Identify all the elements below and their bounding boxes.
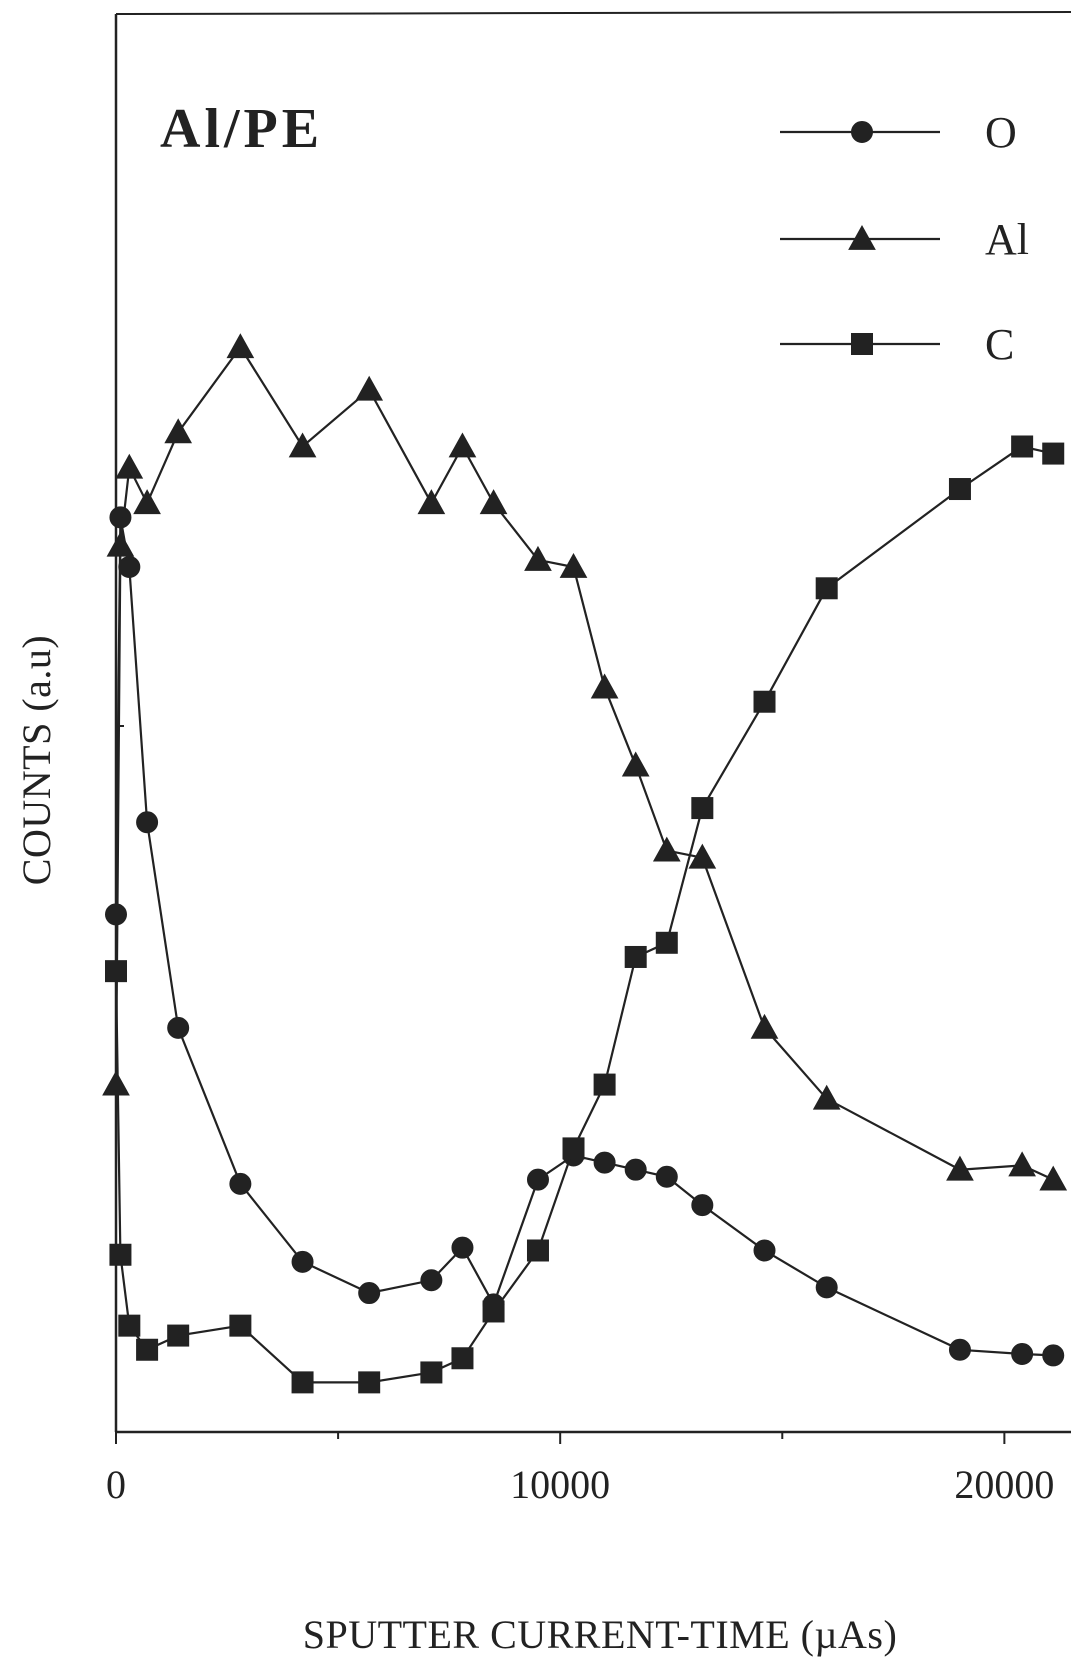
legend-item-c: C bbox=[780, 320, 1014, 369]
series-layer bbox=[102, 333, 1068, 1394]
legend-marker-c bbox=[851, 333, 873, 355]
data-point-o bbox=[691, 1194, 714, 1217]
data-point-o bbox=[420, 1269, 443, 1292]
data-point-o bbox=[948, 1338, 971, 1361]
data-point-al bbox=[417, 489, 446, 515]
data-point-al bbox=[288, 432, 317, 458]
data-point-c bbox=[815, 577, 838, 600]
data-point-o bbox=[1042, 1344, 1065, 1367]
data-point-al bbox=[102, 1070, 130, 1096]
data-point-al bbox=[559, 552, 588, 578]
data-point-c bbox=[624, 945, 647, 968]
data-point-al bbox=[448, 432, 477, 458]
data-point-o bbox=[136, 811, 159, 834]
data-point-c bbox=[526, 1239, 549, 1262]
data-point-c bbox=[118, 1314, 141, 1337]
data-point-al bbox=[1039, 1165, 1068, 1191]
data-point-c bbox=[105, 960, 127, 983]
data-point-c bbox=[655, 931, 678, 954]
data-point-o bbox=[1011, 1343, 1034, 1366]
data-point-al bbox=[115, 453, 144, 479]
legend-marker-al bbox=[848, 224, 876, 250]
data-point-c bbox=[291, 1371, 314, 1394]
legend-label: C bbox=[985, 320, 1014, 369]
data-point-o bbox=[753, 1239, 776, 1262]
data-point-al bbox=[1008, 1151, 1036, 1177]
legend-item-al: Al bbox=[780, 215, 1029, 264]
data-point-al bbox=[590, 673, 619, 699]
data-point-al bbox=[524, 545, 552, 571]
data-point-c bbox=[136, 1338, 159, 1361]
data-point-al bbox=[355, 375, 384, 401]
chart-title: Al/PE bbox=[160, 98, 323, 160]
data-point-c bbox=[109, 1243, 132, 1266]
data-point-c bbox=[562, 1137, 585, 1160]
legend-label: Al bbox=[985, 215, 1029, 264]
top-border bbox=[115, 11, 1071, 15]
data-point-c bbox=[1011, 435, 1034, 458]
data-point-c bbox=[691, 797, 714, 820]
data-point-o bbox=[451, 1236, 474, 1259]
data-point-o bbox=[105, 903, 127, 926]
series-al bbox=[102, 333, 1068, 1191]
data-point-c bbox=[482, 1300, 505, 1323]
data-point-c bbox=[229, 1314, 252, 1337]
data-point-o bbox=[593, 1151, 616, 1174]
series-o bbox=[105, 506, 1065, 1367]
series-line-al bbox=[114, 345, 1054, 1181]
data-point-c bbox=[948, 478, 971, 501]
x-axis-title: SPUTTER CURRENT-TIME (µAs) bbox=[303, 1612, 898, 1657]
legend: O Al C bbox=[780, 108, 1029, 369]
data-point-o bbox=[291, 1250, 314, 1273]
data-point-al bbox=[621, 751, 650, 777]
data-point-al bbox=[479, 489, 508, 515]
data-point-o bbox=[655, 1165, 678, 1188]
y-axis-title: COUNTS (a.u) bbox=[14, 635, 59, 885]
data-point-c bbox=[1042, 442, 1065, 465]
data-point-o bbox=[109, 506, 132, 529]
legend-marker-o bbox=[851, 121, 873, 143]
legend-item-o: O bbox=[780, 108, 1017, 157]
data-point-o bbox=[624, 1158, 647, 1181]
data-point-al bbox=[226, 333, 255, 359]
data-point-al bbox=[812, 1084, 841, 1110]
series-c bbox=[105, 435, 1065, 1394]
data-point-o bbox=[229, 1172, 252, 1195]
x-tick-label: 20000 bbox=[954, 1462, 1054, 1507]
x-tick-label: 10000 bbox=[510, 1462, 610, 1507]
series-line-c bbox=[114, 445, 1054, 1384]
data-point-c bbox=[358, 1371, 381, 1394]
data-point-o bbox=[358, 1282, 381, 1305]
data-point-c bbox=[167, 1324, 190, 1347]
data-point-c bbox=[753, 690, 776, 713]
data-point-al bbox=[688, 843, 717, 869]
data-point-o bbox=[815, 1276, 838, 1299]
data-point-o bbox=[526, 1168, 549, 1191]
data-point-al bbox=[164, 418, 193, 444]
data-point-al bbox=[133, 489, 161, 515]
x-tick-label: 0 bbox=[106, 1462, 126, 1507]
data-point-c bbox=[420, 1361, 443, 1384]
series-line-o bbox=[114, 517, 1054, 1357]
data-point-al bbox=[750, 1013, 779, 1039]
x-ticks: 0 10000 20000 bbox=[106, 1432, 1054, 1507]
data-point-o bbox=[167, 1016, 190, 1039]
data-point-al bbox=[652, 836, 681, 862]
data-point-c bbox=[593, 1073, 616, 1096]
data-point-al bbox=[946, 1155, 974, 1181]
data-point-al bbox=[106, 531, 135, 557]
legend-label: O bbox=[985, 108, 1017, 157]
data-point-o bbox=[118, 556, 141, 579]
data-point-c bbox=[451, 1347, 474, 1370]
